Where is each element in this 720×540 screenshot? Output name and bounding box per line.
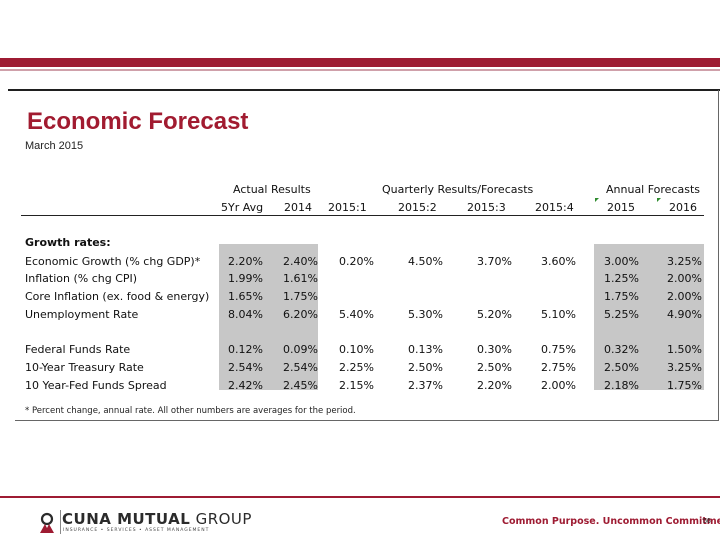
table-cell: 2.54% bbox=[283, 361, 318, 374]
table-cell: 0.12% bbox=[228, 343, 263, 356]
cell-comment-marker bbox=[657, 198, 661, 202]
cuna-logo-icon bbox=[40, 512, 54, 533]
col-header-2016: 2016 bbox=[669, 201, 697, 214]
table-cell: 1.61% bbox=[283, 272, 318, 285]
table-cell: 2.40% bbox=[283, 255, 318, 268]
annual-forecast-shading bbox=[594, 244, 704, 390]
table-cell: 2.54% bbox=[228, 361, 263, 374]
table-cell: 1.75% bbox=[667, 379, 702, 392]
table-cell: 0.10% bbox=[339, 343, 374, 356]
group-header-quarterly: Quarterly Results/Forecasts bbox=[382, 183, 534, 196]
table-cell: 1.99% bbox=[228, 272, 263, 285]
header-rule bbox=[8, 89, 720, 91]
row-label: 10 Year-Fed Funds Spread bbox=[25, 379, 167, 392]
row-label: Unemployment Rate bbox=[25, 308, 139, 321]
table-cell: 2.50% bbox=[408, 361, 443, 374]
table-cell: 3.25% bbox=[667, 361, 702, 374]
row-label: 10-Year Treasury Rate bbox=[25, 361, 144, 374]
cell-comment-marker bbox=[595, 198, 599, 202]
table-cell: 2.50% bbox=[477, 361, 512, 374]
table-cell: 2.15% bbox=[339, 379, 374, 392]
col-header-2015-4: 2015:4 bbox=[535, 201, 574, 214]
row-label: Federal Funds Rate bbox=[25, 343, 131, 356]
table-cell: 1.25% bbox=[604, 272, 639, 285]
col-header-2015-2: 2015:2 bbox=[398, 201, 437, 214]
table-cell: 2.42% bbox=[228, 379, 263, 392]
table-cell: 2.20% bbox=[477, 379, 512, 392]
table-cell: 2.50% bbox=[604, 361, 639, 374]
table-cell: 2.20% bbox=[228, 255, 263, 268]
table-cell: 6.20% bbox=[283, 308, 318, 321]
table-cell: 2.18% bbox=[604, 379, 639, 392]
table-cell: 8.04% bbox=[228, 308, 263, 321]
row-label: Core Inflation (ex. food & energy) bbox=[25, 290, 210, 303]
table-cell: 1.75% bbox=[604, 290, 639, 303]
table-cell: 2.45% bbox=[283, 379, 318, 392]
table-cell: 3.00% bbox=[604, 255, 639, 268]
col-header-2015-1: 2015:1 bbox=[328, 201, 367, 214]
brand-name: CUNA MUTUAL GROUP bbox=[62, 510, 252, 528]
table-cell: 2.75% bbox=[541, 361, 576, 374]
table-cell: 3.25% bbox=[667, 255, 702, 268]
table-cell: 1.50% bbox=[667, 343, 702, 356]
top-brand-line bbox=[0, 69, 720, 71]
col-header-2015: 2015 bbox=[607, 201, 635, 214]
footnote: * Percent change, annual rate. All other… bbox=[25, 406, 356, 416]
table-cell: 5.10% bbox=[541, 308, 576, 321]
group-header-actual: Actual Results bbox=[233, 183, 311, 196]
table-cell: 0.13% bbox=[408, 343, 443, 356]
table-cell: 1.75% bbox=[283, 290, 318, 303]
page-number: 56 bbox=[703, 518, 711, 525]
brand-name-bold: CUNA MUTUAL bbox=[62, 510, 191, 528]
slide-title: Economic Forecast bbox=[27, 108, 249, 135]
group-header-annual: Annual Forecasts bbox=[606, 183, 701, 196]
table-cell: 2.00% bbox=[667, 272, 702, 285]
table-cell: 0.20% bbox=[339, 255, 374, 268]
actual-results-shading bbox=[219, 244, 318, 390]
table-cell: 4.90% bbox=[667, 308, 702, 321]
table-right-rule bbox=[718, 90, 719, 421]
table-cell: 5.30% bbox=[408, 308, 443, 321]
table-cell: 2.25% bbox=[339, 361, 374, 374]
slide-subtitle: March 2015 bbox=[25, 140, 84, 152]
table-cell: 5.40% bbox=[339, 308, 374, 321]
table-cell: 0.75% bbox=[541, 343, 576, 356]
table-cell: 2.00% bbox=[541, 379, 576, 392]
table-cell: 3.70% bbox=[477, 255, 512, 268]
table-cell: 0.09% bbox=[283, 343, 318, 356]
top-brand-band bbox=[0, 58, 720, 67]
row-label: Economic Growth (% chg GDP)* bbox=[25, 255, 201, 268]
table-cell: 1.65% bbox=[228, 290, 263, 303]
col-header-2015-3: 2015:3 bbox=[467, 201, 506, 214]
logo-separator bbox=[60, 510, 61, 534]
table-cell: 2.37% bbox=[408, 379, 443, 392]
col-header-2014: 2014 bbox=[284, 201, 312, 214]
table-cell: 0.32% bbox=[604, 343, 639, 356]
footer-rule bbox=[0, 496, 720, 498]
table-cell: 2.00% bbox=[667, 290, 702, 303]
brand-name-light: GROUP bbox=[190, 510, 252, 528]
section-growth-rates: Growth rates: bbox=[25, 236, 111, 249]
table-bottom-rule bbox=[15, 420, 719, 421]
table-cell: 3.60% bbox=[541, 255, 576, 268]
header-underline bbox=[21, 215, 704, 216]
table-cell: 5.20% bbox=[477, 308, 512, 321]
row-label: Inflation (% chg CPI) bbox=[25, 272, 138, 285]
corporate-tagline: Common Purpose. Uncommon Commitment. bbox=[502, 516, 720, 527]
col-header-5yr-avg: 5Yr Avg bbox=[221, 201, 264, 214]
table-cell: 0.30% bbox=[477, 343, 512, 356]
table-cell: 5.25% bbox=[604, 308, 639, 321]
table-cell: 4.50% bbox=[408, 255, 443, 268]
brand-tagline-small: INSURANCE • SERVICES • ASSET MANAGEMENT bbox=[63, 528, 210, 533]
